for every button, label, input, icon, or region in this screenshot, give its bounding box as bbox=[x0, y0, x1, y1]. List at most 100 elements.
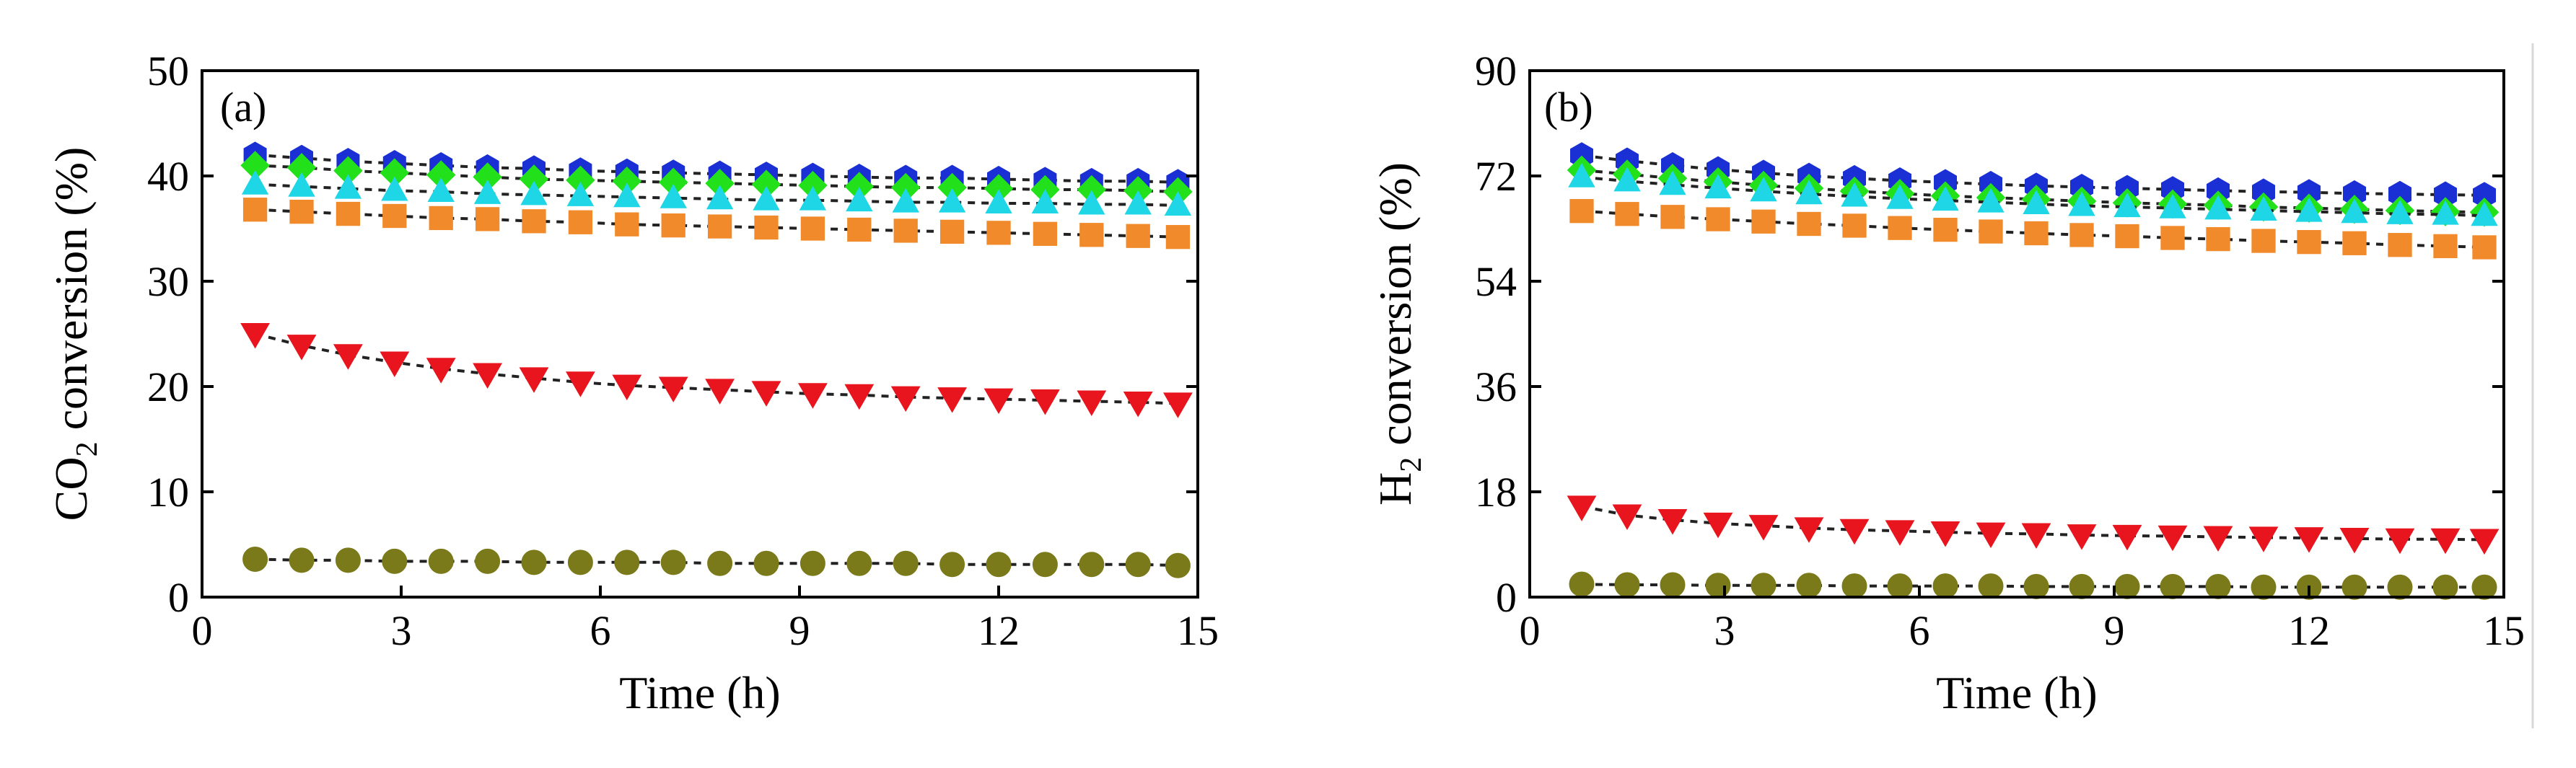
series-red-triangle-down-point bbox=[751, 381, 781, 407]
series-cyan-triangle-point bbox=[334, 174, 362, 199]
series-olive-circle-point bbox=[1569, 571, 1595, 597]
series-cyan-triangle-point bbox=[753, 185, 780, 211]
series-orange-square-point bbox=[893, 219, 918, 243]
y-tick-label-b: 0 bbox=[1496, 574, 1517, 621]
series-olive-circle-point bbox=[428, 548, 454, 574]
series-red-triangle-down-point bbox=[2469, 529, 2500, 555]
series-olive-circle-point bbox=[939, 552, 965, 578]
series-red-triangle-down-point bbox=[2430, 528, 2461, 555]
series-cyan-triangle-point bbox=[1886, 184, 1914, 209]
series-red-triangle-down-point bbox=[2339, 527, 2370, 554]
series-cyan-triangle-point bbox=[2113, 193, 2141, 218]
series-cyan-triangle-point bbox=[938, 187, 966, 213]
y-tick-label-b: 72 bbox=[1475, 153, 1517, 200]
x-tick-label-b: 12 bbox=[2288, 607, 2330, 654]
series-olive-circle-point bbox=[614, 549, 640, 575]
series-olive-circle-point bbox=[799, 550, 825, 576]
series-green-diamond-line bbox=[255, 164, 1178, 193]
series-orange-square-line bbox=[255, 208, 1178, 239]
plot-area-b bbox=[1567, 142, 2500, 600]
series-cyan-triangle-point bbox=[2471, 201, 2498, 226]
series-orange-square-point bbox=[242, 198, 268, 222]
series-red-triangle-down-point bbox=[1567, 495, 1597, 521]
series-orange-square-a bbox=[242, 198, 1191, 250]
y-tick-label-b: 90 bbox=[1475, 48, 1517, 94]
series-cyan-triangle-point bbox=[2386, 199, 2414, 224]
series-orange-square-point bbox=[1569, 199, 1594, 224]
series-red-triangle-down-point bbox=[1123, 391, 1153, 418]
series-red-triangle-down-point bbox=[1794, 517, 1824, 543]
series-orange-square-point bbox=[2388, 233, 2412, 257]
series-olive-circle-a bbox=[242, 546, 1191, 578]
panel-label-a: (a) bbox=[220, 84, 266, 131]
series-orange-square-point bbox=[1933, 217, 1958, 242]
series-orange-square-point bbox=[847, 217, 872, 242]
y-axis-title-a-main: CO bbox=[45, 456, 97, 521]
series-orange-square-point bbox=[2024, 221, 2049, 246]
series-orange-square-point bbox=[1615, 202, 1639, 226]
series-olive-circle-point bbox=[242, 546, 268, 572]
x-tick-label-b: 9 bbox=[2104, 607, 2125, 654]
y-axis-title-a-rest: conversion (%) bbox=[45, 147, 97, 442]
series-orange-square-point bbox=[2115, 224, 2139, 249]
axes-frame-b bbox=[1528, 69, 2505, 599]
series-olive-circle-point bbox=[1841, 573, 1867, 599]
series-red-triangle-down-point bbox=[1703, 512, 1733, 539]
series-orange-square-point bbox=[522, 209, 546, 234]
x-tick-label-b: 3 bbox=[1714, 607, 1735, 654]
series-cyan-triangle-point bbox=[706, 185, 734, 210]
series-red-triangle-down-point bbox=[1930, 521, 1961, 547]
series-red-triangle-down-point bbox=[983, 388, 1014, 415]
series-cyan-triangle-point bbox=[288, 172, 315, 197]
series-cyan-triangle-point bbox=[1613, 167, 1641, 192]
series-olive-circle-point bbox=[2341, 574, 2367, 600]
series-orange-square-point bbox=[986, 221, 1011, 245]
series-red-triangle-down-point bbox=[612, 374, 642, 401]
series-cyan-triangle-point bbox=[381, 176, 408, 201]
series-cyan-triangle-point bbox=[566, 182, 595, 206]
series-orange-square-point bbox=[2251, 229, 2276, 253]
series-olive-circle-point bbox=[1079, 552, 1105, 578]
y-tick-label-b: 36 bbox=[1475, 363, 1517, 410]
series-cyan-triangle-point bbox=[1568, 162, 1595, 187]
series-red-triangle-down-point bbox=[2203, 526, 2233, 552]
series-red-triangle-down-point bbox=[1077, 390, 1107, 416]
series-orange-square-point bbox=[2472, 235, 2497, 260]
y-tick-label-b: 54 bbox=[1475, 258, 1517, 305]
series-orange-square-point bbox=[1033, 221, 1058, 246]
series-cyan-triangle-a bbox=[241, 169, 1192, 216]
series-olive-circle-point bbox=[2387, 574, 2413, 600]
series-olive-circle-point bbox=[335, 547, 361, 573]
series-cyan-triangle-point bbox=[2432, 200, 2459, 225]
ticks-a: 0 3 6 9 12 15 0 10 20 30 40 50 bbox=[147, 48, 1219, 654]
series-cyan-triangle-point bbox=[241, 169, 269, 195]
series-red-triangle-down-point bbox=[1030, 389, 1060, 415]
panel-a: 0 3 6 9 12 15 0 10 20 30 40 50 (a) Time (h) CO2 con… bbox=[45, 48, 1219, 718]
series-cyan-triangle-line bbox=[255, 182, 1178, 207]
series-red-triangle-down-point bbox=[797, 383, 828, 409]
y-tick-label-a: 50 bbox=[147, 48, 189, 94]
series-olive-circle-point bbox=[2160, 573, 2186, 599]
series-red-triangle-down-point bbox=[2067, 524, 2097, 550]
series-orange-square-point bbox=[1706, 207, 1730, 231]
series-olive-circle-point bbox=[707, 550, 733, 576]
series-red-triangle-down-point bbox=[519, 367, 549, 393]
series-orange-square-point bbox=[1079, 223, 1104, 247]
panel-label-b: (b) bbox=[1544, 84, 1593, 131]
series-red-triangle-down-point bbox=[1976, 522, 2006, 549]
series-olive-circle-point bbox=[2205, 573, 2231, 599]
series-olive-circle-point bbox=[2251, 574, 2277, 600]
series-orange-square-point bbox=[336, 201, 361, 226]
series-red-triangle-down-point bbox=[658, 376, 688, 403]
series-cyan-triangle-point bbox=[1124, 190, 1152, 215]
series-olive-circle-point bbox=[1660, 572, 1686, 598]
series-red-triangle-down-point bbox=[2248, 526, 2279, 552]
series-olive-circle-point bbox=[1032, 552, 1058, 578]
series-olive-circle-point bbox=[660, 549, 686, 575]
series-cyan-triangle-point bbox=[1795, 180, 1823, 205]
series-orange-square-point bbox=[661, 213, 685, 238]
series-orange-square-point bbox=[707, 214, 732, 239]
y-tick-label-a: 30 bbox=[147, 258, 189, 305]
